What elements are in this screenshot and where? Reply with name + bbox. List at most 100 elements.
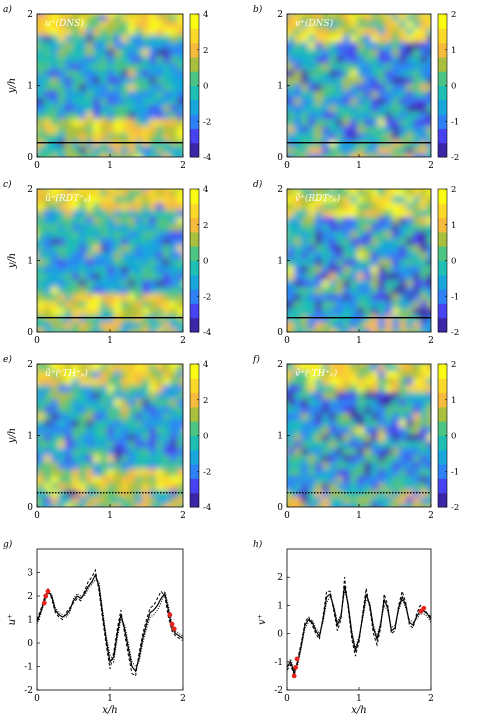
x-tick-label: 1: [356, 511, 362, 521]
y-tick-label: 2: [27, 10, 33, 20]
colorbar-tick-label: 1: [451, 46, 456, 56]
panel-label: c): [3, 179, 12, 190]
y-tick-label: -1: [274, 658, 283, 668]
field-a: [37, 14, 183, 157]
colorbar-segment: [438, 56, 447, 72]
colorbar-tick-label: 0: [451, 432, 456, 442]
panel-f: 0 1 2 0 1 2 f) ṽ⁺(ᶜTH⁺ₚ) 2 1 0 -1 -2: [252, 354, 459, 521]
y-tick-label: -1: [24, 663, 33, 673]
colorbar-tick-label: 2: [203, 396, 208, 406]
colorbar-segment: [438, 189, 447, 204]
plot-area: [287, 577, 431, 679]
colorbar-segment: [190, 392, 199, 408]
y-tick-label: 2: [277, 10, 283, 20]
highlight-point: [41, 600, 47, 606]
colorbar-segment: [190, 378, 199, 394]
y-tick-label: 1: [27, 432, 33, 442]
colorbar-tick-label: 0: [203, 257, 208, 267]
x-tick-label: 0: [284, 694, 290, 704]
y-tick-label: 3: [27, 569, 33, 579]
highlight-point: [293, 665, 299, 670]
colorbar-tick-label: -2: [203, 292, 211, 302]
highlight-point: [169, 621, 175, 627]
y-tick-label: 2: [27, 360, 33, 370]
highlight-point: [45, 588, 51, 594]
highlight-point: [421, 605, 427, 611]
colorbar-segment: [190, 114, 199, 129]
x-tick-label: 2: [180, 336, 186, 346]
colorbar-tick-label: -2: [451, 153, 459, 163]
colorbar-segment: [438, 274, 447, 290]
y-axis-label: u⁺: [7, 614, 18, 626]
colorbar-segment: [438, 449, 447, 465]
colorbar-segment: [190, 317, 199, 333]
colorbar-tick-label: 4: [203, 360, 208, 370]
colorbar-segment: [438, 364, 447, 379]
colorbar-segment: [438, 478, 447, 494]
panel-a: 0 1 2 0 1 2 a) u⁺(DNS) y/h 4 2 0 -2 -4: [3, 4, 211, 171]
y-tick-label: 0: [277, 328, 283, 338]
colorbar-segment: [190, 231, 199, 247]
colorbar-segment: [438, 99, 447, 115]
y-axis-label: y/h: [7, 253, 18, 269]
colorbar-segment: [438, 71, 447, 86]
colorbar-segment: [438, 421, 447, 436]
colorbar-segment: [438, 435, 447, 451]
colorbar-segment: [190, 364, 199, 379]
panel-label: h): [253, 539, 263, 550]
colorbar-segment: [190, 274, 199, 290]
panel-label: a): [3, 4, 12, 15]
y-tick-label: 0: [277, 630, 283, 640]
colorbar-tick-label: 0: [451, 82, 456, 92]
y-axis-label: y/h: [7, 78, 18, 94]
series-line-dashed: [37, 568, 183, 677]
colorbar-segment: [438, 392, 447, 408]
colorbar-tick-label: 1: [451, 396, 456, 406]
colorbar-segment: [438, 492, 447, 508]
colorbar-segment: [190, 28, 199, 44]
colorbar-tick-label: 0: [203, 432, 208, 442]
colorbar-segment: [438, 42, 447, 58]
colorbar-segment: [190, 260, 199, 276]
y-tick-label: 2: [27, 185, 33, 195]
panel-label: d): [253, 179, 263, 190]
x-tick-label: 2: [428, 511, 434, 521]
x-tick-label: 1: [356, 694, 362, 704]
x-tick-label: 0: [34, 161, 40, 171]
colorbar-segment: [190, 246, 199, 261]
colorbar-tick-label: 2: [203, 46, 208, 56]
colorbar-tick-label: -2: [203, 117, 211, 127]
colorbar-segment: [190, 85, 199, 101]
x-tick-label: 0: [34, 336, 40, 346]
y-tick-label: 0: [277, 503, 283, 513]
colorbar-segment: [438, 260, 447, 276]
y-tick-label: 2: [27, 592, 33, 602]
y-tick-label: -2: [24, 686, 33, 696]
highlight-point: [294, 656, 300, 662]
y-tick-label: 0: [27, 153, 33, 163]
y-tick-label: 0: [277, 153, 283, 163]
panel-d: 0 1 2 0 1 2 d) ṽ⁺(RDT⁺ₚ) 2 1 0 -1 -2: [253, 179, 459, 346]
colorbar-segment: [190, 99, 199, 115]
series-line-dotted: [287, 591, 431, 672]
y-tick-label: 2: [277, 360, 283, 370]
plot-area: [37, 568, 183, 677]
colorbar-tick-label: -4: [203, 328, 211, 338]
panel-e: 0 1 2 0 1 2 e) ũ⁺(ᶜTH⁺ₚ) y/h 4 2 0 -2 -4: [3, 354, 211, 521]
colorbar-segment: [190, 421, 199, 436]
colorbar-segment: [190, 71, 199, 86]
x-tick-label: 2: [428, 336, 434, 346]
y-tick-label: 0: [27, 639, 33, 649]
panel-h: 0 1 2 -2 -1 0 1 2 h) x/h v⁺: [253, 539, 434, 716]
y-axis-label: v⁺: [257, 614, 268, 625]
colorbar-segment: [190, 56, 199, 72]
colorbar-segment: [438, 217, 447, 233]
colorbar-tick-label: 4: [203, 185, 208, 195]
y-tick-label: 1: [277, 601, 283, 611]
colorbar-segment: [190, 406, 199, 422]
colorbar-tick-label: -2: [451, 503, 459, 513]
colorbar: 4 2 0 -2 -4: [189, 360, 211, 513]
colorbar: 4 2 0 -2 -4: [189, 10, 211, 163]
field-f: [287, 364, 431, 507]
